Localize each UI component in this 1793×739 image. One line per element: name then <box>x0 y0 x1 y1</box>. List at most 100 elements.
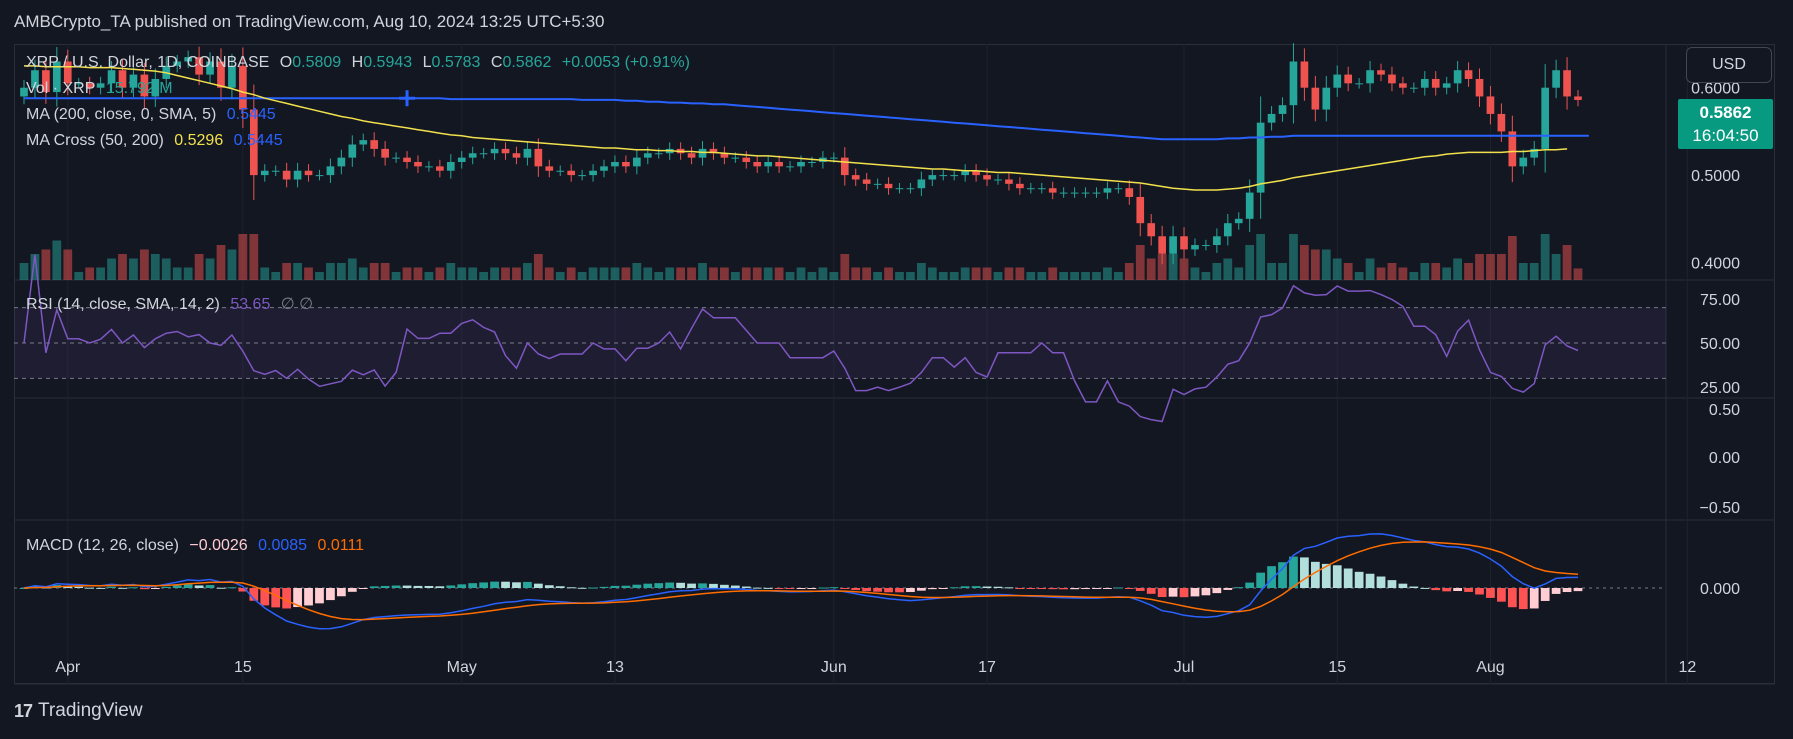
macd-histogram-bar <box>358 588 368 589</box>
volume-bar <box>1190 267 1200 280</box>
candle <box>1563 57 1571 110</box>
volume-bar <box>19 263 29 280</box>
volume-legend[interactable]: Vol · XRP 15.792 M <box>26 80 179 98</box>
candle-body <box>370 140 379 149</box>
ma-value: 0.5445 <box>226 106 276 123</box>
candle-body <box>1059 192 1068 194</box>
candle <box>501 142 510 160</box>
volume-bar <box>1573 268 1583 280</box>
candle-body <box>808 162 816 163</box>
candle <box>1180 227 1188 259</box>
candle-body <box>31 70 39 88</box>
candle <box>622 155 630 173</box>
macd-histogram-bar <box>74 586 84 588</box>
volume-bar <box>282 263 292 280</box>
cross-icon <box>399 90 416 107</box>
macd-histogram-bar <box>1234 587 1244 589</box>
macd-hist-value: −0.0026 <box>189 537 248 554</box>
currency-button[interactable]: USD <box>1686 47 1772 83</box>
volume-bar <box>687 267 696 280</box>
macd-histogram-bar <box>1037 588 1047 589</box>
macd-histogram-bar <box>304 588 313 606</box>
macd-histogram-bar <box>172 585 182 588</box>
rsi-value: 53.65 <box>230 296 271 313</box>
volume-bar <box>74 272 84 280</box>
macd-histogram-bar <box>566 587 576 589</box>
candle <box>687 146 696 165</box>
candle <box>764 155 772 173</box>
candle <box>972 164 980 182</box>
symbol-label[interactable]: XRP / U.S. Dollar, 1D, COINBASE <box>26 54 270 71</box>
candle-body <box>348 144 357 158</box>
volume-bar <box>369 263 379 280</box>
volume-bar <box>599 267 609 280</box>
candle-body <box>96 83 105 88</box>
volume-bar <box>490 267 499 280</box>
macd-histogram-bar <box>216 587 226 589</box>
macd-histogram-bar <box>1398 583 1408 588</box>
volume-bar <box>566 267 576 280</box>
macd-histogram-bar <box>1004 587 1014 589</box>
candle-body <box>622 162 630 167</box>
candle <box>1223 214 1232 246</box>
volume-bar <box>1026 272 1036 280</box>
candle-body <box>403 157 411 162</box>
volume-bar <box>774 267 784 280</box>
candle <box>512 146 521 165</box>
candle-body <box>939 175 948 177</box>
volume-bar <box>588 267 598 280</box>
candle <box>304 164 313 182</box>
candle <box>118 59 127 99</box>
macd-histogram-bar <box>1048 588 1058 590</box>
macd-histogram-bar <box>1245 582 1255 588</box>
candle-body <box>1300 61 1309 88</box>
candle <box>1169 225 1177 265</box>
macross-legend[interactable]: MA Cross (50, 200) 0.5296 0.5445 <box>26 132 289 150</box>
candle <box>1191 238 1199 256</box>
candle-body <box>392 157 400 159</box>
volume-bar <box>763 267 773 280</box>
volume-bar <box>807 272 817 280</box>
volume-bar <box>1376 267 1386 280</box>
candle <box>950 169 959 181</box>
candle-body <box>1355 83 1363 85</box>
macd-histogram-bar <box>1486 588 1495 598</box>
macd-histogram-bar <box>917 588 926 591</box>
macd-histogram-bar <box>161 586 171 588</box>
candle <box>282 162 291 188</box>
candle <box>1059 187 1068 198</box>
volume-bar <box>654 272 664 280</box>
volume-bar <box>293 263 302 280</box>
candle-body <box>600 166 608 171</box>
volume-bar <box>216 245 226 280</box>
macd-histogram-bar <box>544 585 554 588</box>
volume-bar <box>52 240 62 280</box>
volume-bar <box>85 267 95 280</box>
volume-bar <box>457 267 467 280</box>
volume-bar <box>1398 267 1408 280</box>
x-tick-label: Aug <box>1476 659 1504 676</box>
candle-body <box>1169 236 1177 254</box>
candle-body <box>1191 245 1199 250</box>
candle <box>206 52 214 84</box>
candle <box>884 177 893 195</box>
candle <box>271 165 280 176</box>
candle-body <box>63 61 72 84</box>
macd-legend[interactable]: MACD (12, 26, close) −0.0026 0.0085 0.01… <box>26 537 370 555</box>
candle <box>260 164 269 182</box>
candle <box>468 146 477 165</box>
candle <box>808 156 816 168</box>
candlesticks[interactable] <box>20 43 1582 265</box>
volume-bar <box>1354 272 1364 280</box>
volume-bar <box>544 267 554 280</box>
mid-pane-tick-label: −0.50 <box>1700 500 1741 517</box>
candle <box>457 151 466 169</box>
rsi-legend[interactable]: RSI (14, close, SMA, 14, 2) 53.65 ∅ ∅ <box>26 294 319 314</box>
ma200-legend[interactable]: MA (200, close, 0, SMA, 5) 0.5445 <box>26 106 282 124</box>
footer-brand[interactable]: 17 TradingView <box>14 700 143 722</box>
last-price-tag: 0.5862 16:04:50 <box>1678 99 1773 149</box>
macd-histogram-bar <box>730 585 740 588</box>
macd-pane <box>14 533 1666 630</box>
candle <box>129 65 138 97</box>
